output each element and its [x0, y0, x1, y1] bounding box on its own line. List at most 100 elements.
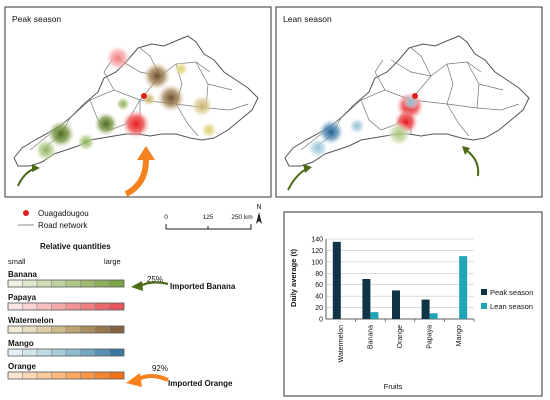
bar-lean-season — [459, 256, 468, 319]
y-tick-label: 0 — [319, 317, 323, 324]
arrow-head-icon — [131, 281, 143, 291]
ramp-swatch — [65, 302, 81, 311]
fruit-name-papaya: Papaya — [8, 293, 37, 302]
ramp-swatch — [7, 279, 23, 288]
ramp-swatch — [51, 302, 67, 311]
ramp-swatch — [7, 325, 23, 334]
north-arrow: N — [256, 204, 262, 224]
peak-map-title: Peak season — [12, 14, 61, 24]
large-label: large — [104, 257, 121, 266]
ramp-swatch — [80, 371, 96, 380]
x-tick-label: Mango — [456, 325, 463, 347]
bar-peak-season — [332, 241, 341, 319]
ramp-swatch — [109, 325, 125, 334]
scale-tick-label: 125 — [203, 214, 214, 221]
peak-quantity-blobs — [35, 46, 217, 161]
ramp-swatch — [36, 371, 52, 380]
north-arrow-icon — [256, 212, 262, 224]
ramp-frame — [7, 371, 125, 380]
x-tick-label: Papaya — [427, 325, 434, 349]
y-tick-label: 140 — [311, 237, 323, 244]
y-tick-label: 120 — [311, 248, 323, 255]
ramp-swatch — [80, 348, 96, 357]
relative-quantities-legend: Relative quantities small large Banana Pa… — [7, 242, 236, 388]
x-axis-title: Fruits — [384, 382, 403, 391]
legend-label: Lean season — [490, 302, 533, 311]
imported-banana-legend-arrow — [139, 281, 169, 287]
ramp-swatch — [109, 348, 125, 357]
bar-lean-season — [429, 313, 438, 319]
imported-orange-legend-arrow — [135, 374, 169, 382]
ouagadougou-marker — [141, 93, 147, 99]
small-label: small — [8, 257, 26, 266]
imported-orange-label: Imported Orange — [168, 379, 233, 388]
fruit-name-watermelon: Watermelon — [8, 316, 54, 325]
ramp-swatch — [80, 279, 96, 288]
ramp-frame — [7, 302, 125, 311]
arrow-head-icon — [462, 146, 470, 155]
x-tick-label: Banana — [367, 325, 374, 349]
ramp-swatch — [7, 302, 23, 311]
ramp-swatch — [94, 348, 110, 357]
ramp-swatch — [7, 348, 23, 357]
ramp-swatch — [94, 371, 110, 380]
quantities-title: Relative quantities — [40, 242, 111, 251]
ramp-swatch — [94, 325, 110, 334]
x-tick-label: Watermelon — [338, 325, 345, 363]
fruit-name-mango: Mango — [8, 339, 34, 348]
ramp-swatch — [80, 325, 96, 334]
bar-peak-season — [392, 290, 400, 319]
road-legend-label: Road network — [38, 221, 88, 230]
y-tick-label: 100 — [311, 259, 323, 266]
fruit-name-orange: Orange — [8, 362, 37, 371]
ramp-swatch — [7, 371, 23, 380]
daily-average-bar-chart: Daily average (t) Fruits 0 20 40 60 80 100 120… — [283, 211, 543, 397]
chart-frame — [283, 211, 543, 397]
ramp-swatch — [51, 325, 67, 334]
ramp-swatch — [22, 302, 38, 311]
imported-banana-pct: 25% — [147, 275, 163, 284]
north-label: N — [256, 204, 261, 211]
x-tick-label: Orange — [397, 325, 404, 348]
y-tick-label: 80 — [315, 271, 323, 278]
fruit-name-banana: Banana — [8, 270, 37, 279]
ramp-swatch — [22, 371, 38, 380]
ramp-swatch — [51, 279, 67, 288]
ramp-swatch — [65, 371, 81, 380]
country-border — [284, 35, 530, 167]
imported-banana-label: Imported Banana — [170, 282, 236, 291]
scale-tick-label: 0 — [164, 214, 168, 221]
import-arrow-lean-south — [465, 149, 480, 177]
ramp-swatch — [65, 348, 81, 357]
scale-tick-label: 250 km — [231, 214, 252, 221]
ramp-swatch — [109, 302, 125, 311]
legend-swatch — [481, 303, 487, 309]
arrow-head-icon — [303, 164, 312, 173]
ramp-swatch — [36, 279, 52, 288]
ramp-swatch — [80, 302, 96, 311]
lean-season-map: Lean season — [275, 6, 543, 198]
ramp-swatch — [36, 325, 52, 334]
legend-swatch — [481, 289, 487, 295]
ramp-frame — [7, 348, 125, 357]
ramp-swatch — [51, 371, 67, 380]
ramp-swatch — [94, 279, 110, 288]
legend-label: Peak season — [490, 288, 533, 297]
city-legend-label: Ouagadougou — [38, 209, 89, 218]
bar-lean-season — [370, 312, 379, 319]
y-tick-label: 40 — [315, 294, 323, 301]
ramp-swatch — [65, 279, 81, 288]
ramp-frame — [7, 279, 125, 288]
ramp-swatch — [36, 348, 52, 357]
imported-orange-arrow — [124, 159, 149, 197]
bar-peak-season — [421, 299, 430, 319]
scale-bar: 0 125 250 km — [164, 214, 253, 230]
ramp-swatch — [65, 325, 81, 334]
ramp-swatch — [36, 302, 52, 311]
ramp-swatch — [109, 279, 125, 288]
ramp-swatch — [22, 325, 38, 334]
ouagadougou-marker — [412, 93, 418, 99]
lean-map-title: Lean season — [283, 14, 332, 24]
ramp-swatch — [109, 371, 125, 380]
